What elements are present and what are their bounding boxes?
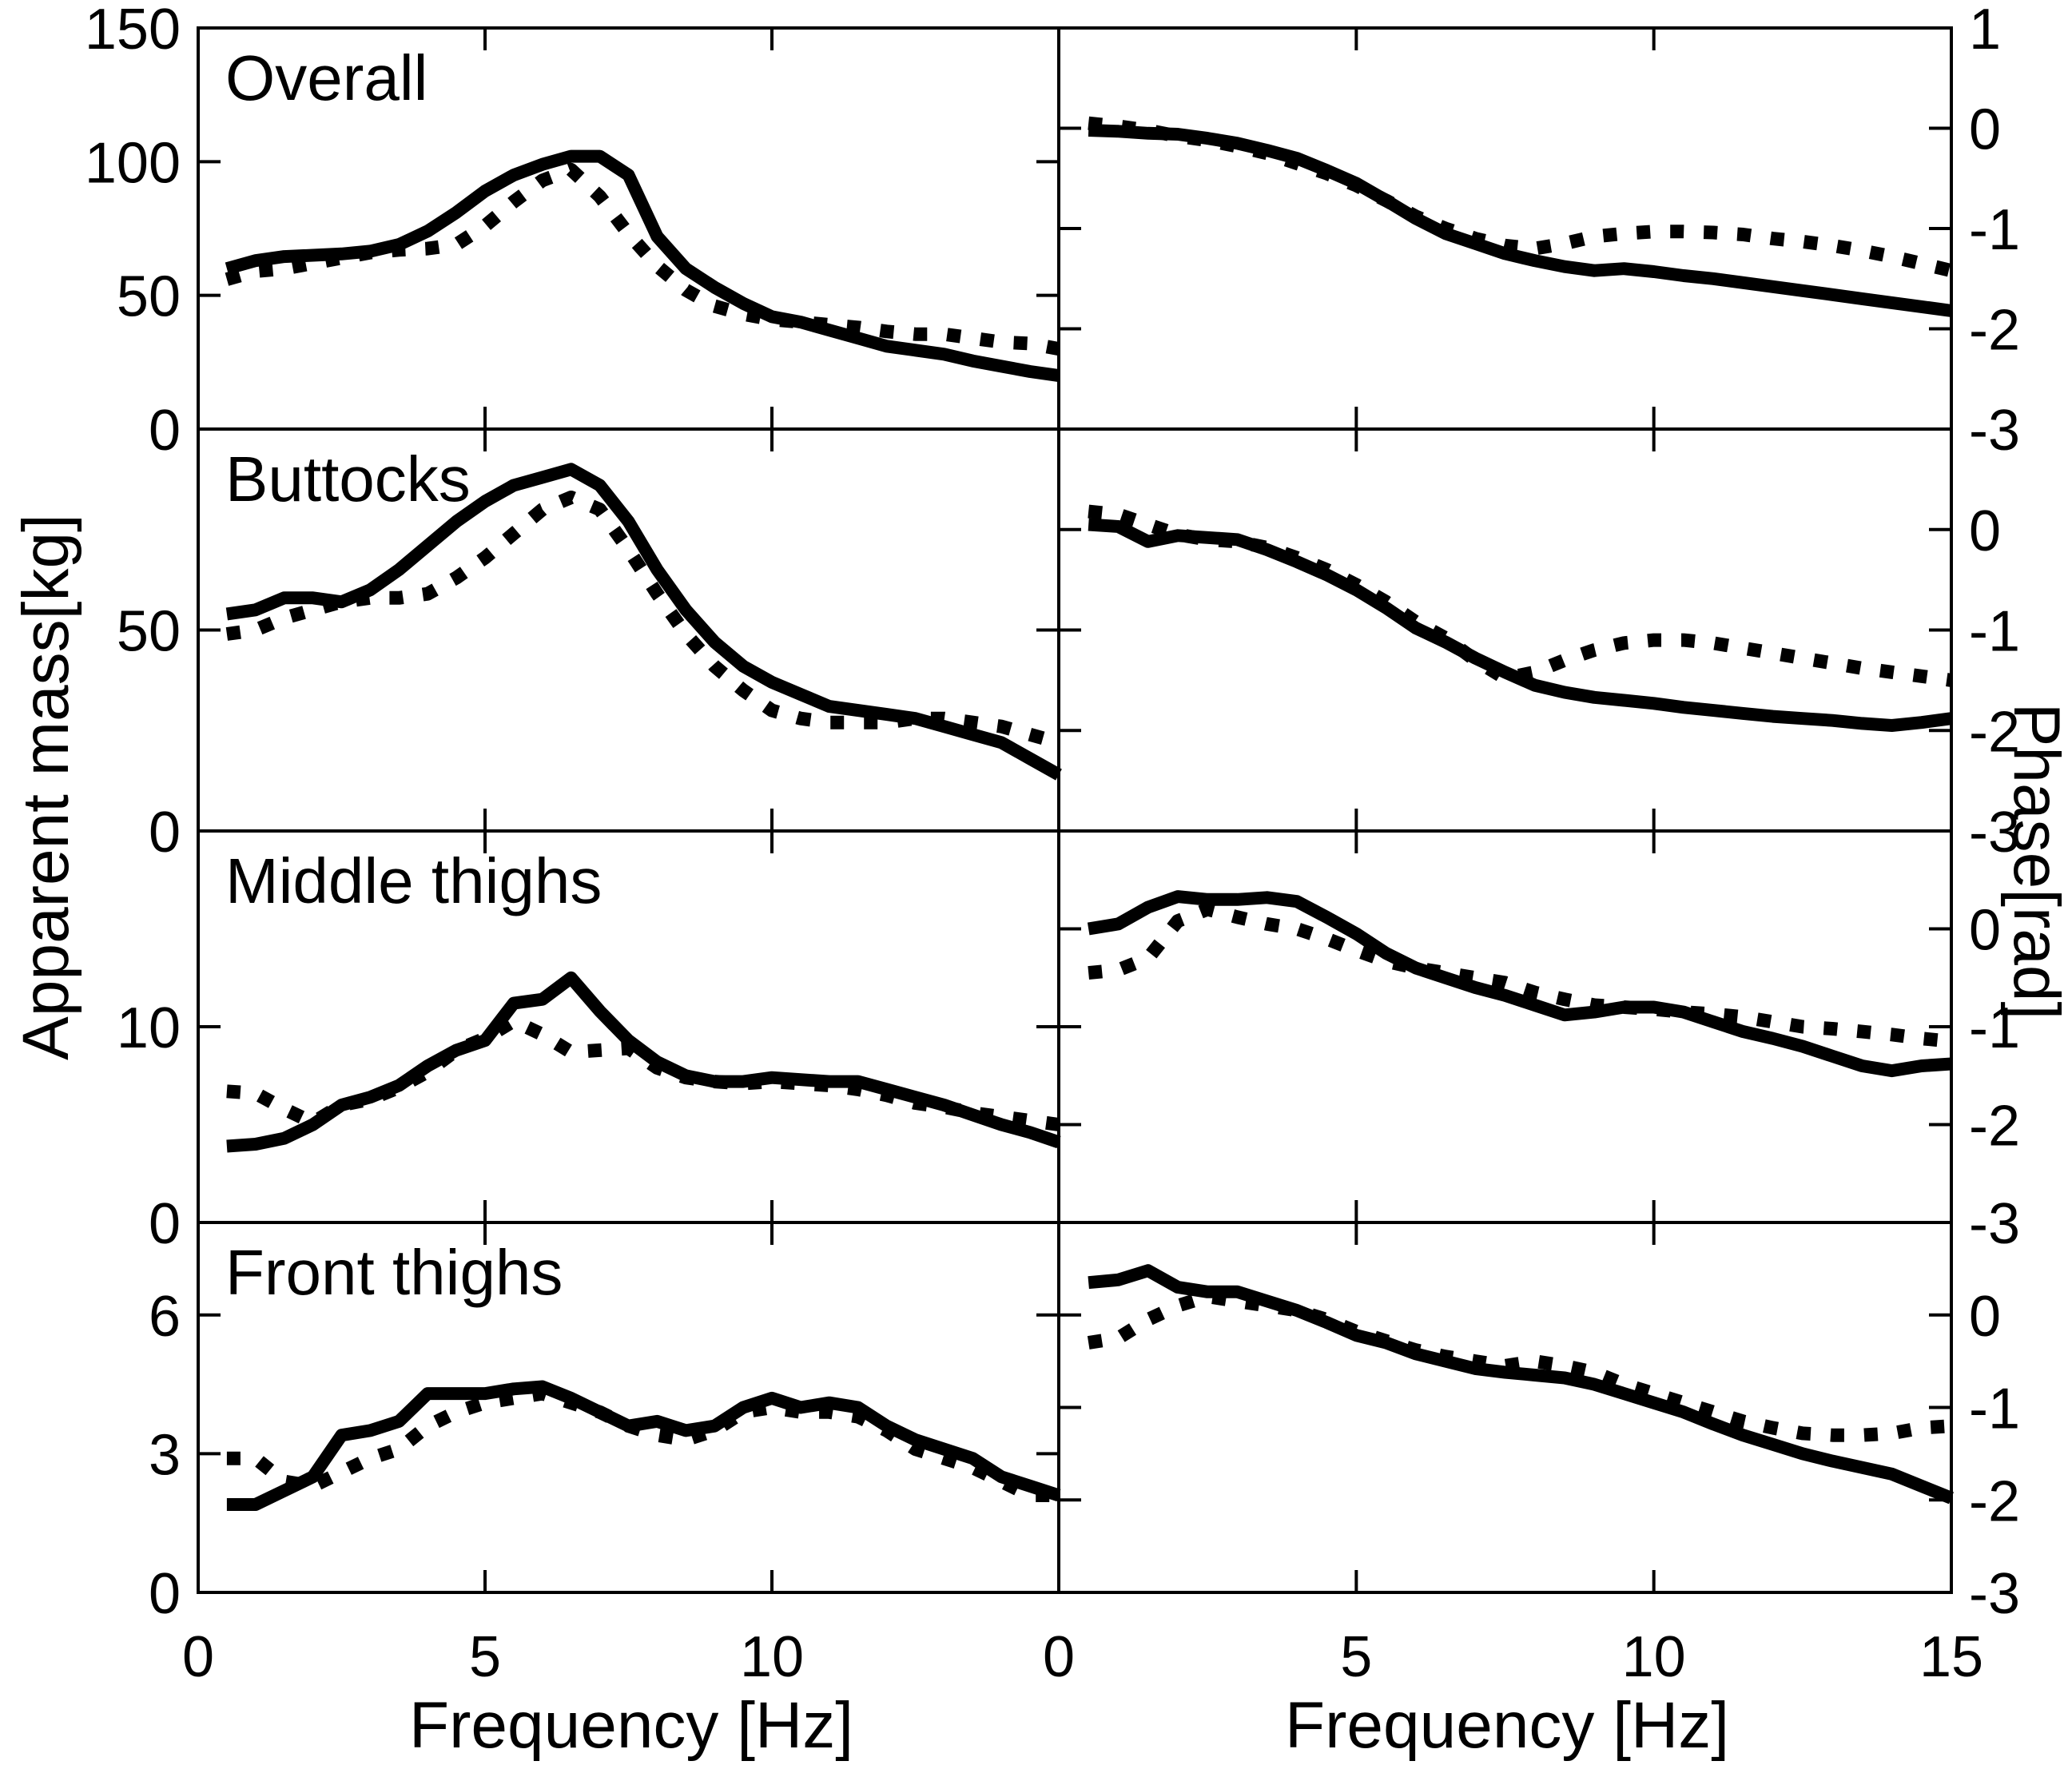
front-thighs-phase-y-tick-label: -2 <box>1969 1469 2020 1533</box>
buttocks-phase-y-tick-label: -3 <box>1969 801 2020 865</box>
panel-title-buttocks: Buttocks <box>225 443 471 515</box>
panel-middle-thighs-phase: -3 -2 -1 0 <box>1057 829 2020 1256</box>
x-axis-label-frequency-right: Frequency [Hz] <box>1285 1689 1729 1762</box>
overall-mass-y-tick-label: 50 <box>117 265 181 329</box>
middle-thighs-phase-axes-border <box>1057 829 1953 1224</box>
front-thighs-mass-dotted-curve <box>226 1386 1059 1502</box>
overall-phase-y-tick-label: -2 <box>1969 299 2020 363</box>
middle-thighs-mass-y-tick-label: 10 <box>117 996 181 1060</box>
middle-thighs-phase-y-tick-label: -3 <box>1969 1192 2020 1256</box>
middle-thighs-mass-y-tick-label: 0 <box>149 1192 181 1256</box>
overall-phase-solid-curve <box>1088 124 1953 317</box>
y-axis-label-phase: Phase[rad] <box>2000 702 2072 1020</box>
buttocks-mass-solid-curve <box>225 463 1062 781</box>
panel-buttocks-mass: 0 50 <box>117 427 1062 865</box>
overall-mass-y-tick-label: 150 <box>85 0 181 62</box>
panel-front-thighs-mass: 0 5 10 0 3 6 <box>149 1221 1061 1689</box>
panel-buttocks-phase: -3 -2 -1 0 <box>1057 427 2020 865</box>
front-thighs-phase-x-tick-label: 5 <box>1340 1625 1372 1689</box>
buttocks-phase-y-tick-label: 0 <box>1969 499 2001 563</box>
overall-mass-solid-curve <box>225 149 1060 383</box>
front-thighs-phase-y-tick-label: -1 <box>1969 1377 2020 1441</box>
buttocks-mass-y-tick-label: 0 <box>149 801 181 865</box>
front-thighs-mass-y-tick-label: 0 <box>149 1562 181 1626</box>
middle-thighs-phase-y-tick-label: -2 <box>1969 1095 2020 1159</box>
front-thighs-mass-x-tick-label: 5 <box>469 1625 501 1689</box>
front-thighs-mass-solid-curve <box>226 1380 1061 1511</box>
front-thighs-mass-x-tick-label: 0 <box>182 1625 214 1689</box>
front-thighs-phase-x-tick-label: 10 <box>1622 1625 1686 1689</box>
overall-mass-y-tick-label: 0 <box>149 399 181 463</box>
overall-phase-dotted-curve <box>1088 116 1953 277</box>
front-thighs-phase-x-tick-label: 0 <box>1043 1625 1075 1689</box>
panel-overall-phase: -3 -2 -1 0 1 <box>1057 0 2020 463</box>
overall-mass-dotted-curve <box>225 162 1060 356</box>
front-thighs-phase-y-tick-label: -3 <box>1969 1562 2020 1626</box>
overall-phase-y-tick-label: -1 <box>1969 198 2020 262</box>
overall-phase-y-tick-label: 1 <box>1969 0 2001 62</box>
buttocks-phase-solid-curve <box>1088 518 1953 732</box>
middle-thighs-mass-solid-curve <box>226 971 1061 1153</box>
middle-thighs-phase-dotted-curve <box>1088 902 1952 1048</box>
overall-phase-y-tick-label: 0 <box>1969 98 2001 162</box>
overall-phase-y-tick-label: -3 <box>1969 399 2020 463</box>
overall-mass-y-tick-label: 100 <box>85 131 181 195</box>
panel-title-front-thighs: Front thighs <box>225 1237 563 1308</box>
front-thighs-phase-x-tick-label: 15 <box>1919 1625 1983 1689</box>
middle-thighs-mass-dotted-curve <box>226 1014 1060 1131</box>
y-axis-label-apparent-mass: Apparent mass[kg] <box>10 514 82 1060</box>
front-thighs-phase-y-tick-label: 0 <box>1969 1285 2001 1349</box>
buttocks-phase-y-tick-label: -1 <box>1969 600 2020 664</box>
middle-thighs-phase-solid-curve <box>1087 890 1952 1078</box>
front-thighs-phase-dotted-curve <box>1087 1290 1952 1442</box>
buttocks-mass-dotted-curve <box>225 491 1061 749</box>
front-thighs-mass-y-tick-label: 6 <box>149 1285 181 1349</box>
panel-overall-mass: 0 50 100 150 <box>85 0 1060 463</box>
panel-front-thighs-phase: 0 5 10 15-3 -2 -1 0 <box>1043 1221 2020 1689</box>
panel-title-middle-thighs: Middle thighs <box>225 845 603 916</box>
buttocks-mass-y-tick-label: 50 <box>117 600 181 664</box>
front-thighs-mass-y-tick-label: 3 <box>149 1423 181 1487</box>
buttocks-phase-dotted-curve <box>1088 504 1953 687</box>
x-axis-label-frequency-left: Frequency [Hz] <box>409 1689 853 1762</box>
middle-thighs-phase-y-tick-label: 0 <box>1969 899 2001 963</box>
buttocks-phase-axes-border <box>1057 427 1953 833</box>
panel-title-overall: Overall <box>225 42 428 113</box>
front-thighs-phase-axes-border <box>1057 1221 1953 1594</box>
front-thighs-mass-x-tick-label: 10 <box>740 1625 804 1689</box>
middle-thighs-phase-y-tick-label: -1 <box>1969 996 2020 1060</box>
buttocks-phase-y-tick-label: -2 <box>1969 700 2020 764</box>
overall-phase-axes-border <box>1057 26 1953 431</box>
front-thighs-phase-solid-curve <box>1088 1264 1954 1505</box>
